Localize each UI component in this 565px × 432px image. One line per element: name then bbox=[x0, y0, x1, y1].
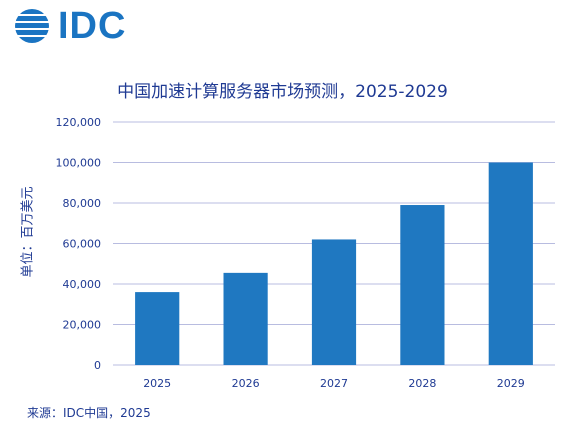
x-tick-label: 2029 bbox=[497, 377, 525, 390]
y-tick-label: 40,000 bbox=[63, 278, 102, 291]
bar bbox=[223, 272, 268, 365]
logo-text: IDC bbox=[58, 5, 127, 47]
y-tick-label: 100,000 bbox=[56, 157, 102, 170]
y-tick-label: 60,000 bbox=[63, 238, 102, 251]
chart-title: 中国加速计算服务器市场预测，2025-2029 bbox=[117, 82, 448, 102]
bar bbox=[135, 292, 180, 365]
globe-icon bbox=[15, 9, 49, 43]
bar bbox=[400, 205, 445, 365]
y-tick-label: 0 bbox=[94, 359, 101, 372]
bar bbox=[488, 162, 533, 365]
source-note: 来源：IDC中国，2025 bbox=[27, 406, 151, 420]
y-tick-label: 80,000 bbox=[63, 197, 102, 210]
idc-logo: IDC bbox=[14, 6, 126, 46]
x-tick-label: 2026 bbox=[232, 377, 260, 390]
y-tick-label: 20,000 bbox=[63, 319, 102, 332]
x-tick-label: 2027 bbox=[320, 377, 348, 390]
bar bbox=[311, 239, 357, 365]
x-tick-label: 2025 bbox=[143, 377, 171, 390]
y-tick-label: 120,000 bbox=[56, 116, 102, 129]
x-tick-label: 2028 bbox=[408, 377, 436, 390]
